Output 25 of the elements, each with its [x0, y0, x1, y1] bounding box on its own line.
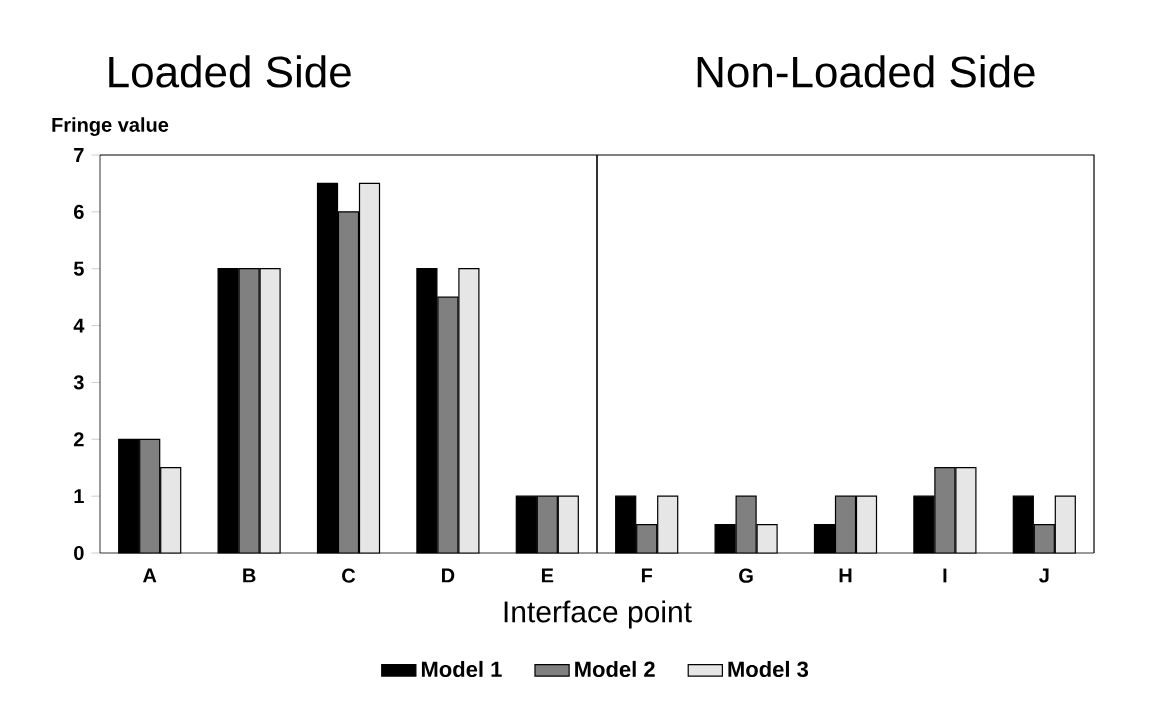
- text: Loaded Side: [109, 55, 351, 88]
- x-tick-label: G: [739, 568, 753, 583]
- y-tick-label: 3: [73, 375, 84, 390]
- x-tick-label: E: [541, 568, 554, 583]
- x-tick-label: J: [1039, 568, 1049, 583]
- x-tick-label: A: [142, 568, 157, 583]
- x-tick-label: F: [641, 568, 653, 583]
- y-tick-label: 4: [73, 318, 85, 333]
- legend-label: Model 1: [421, 660, 502, 678]
- y-axis-title: Fringe value: [52, 117, 169, 136]
- x-tick-label: I: [943, 568, 947, 583]
- x-tick-label: D: [442, 568, 455, 583]
- y-tick-label: 0: [74, 545, 84, 561]
- x-tick-label: B: [243, 568, 256, 583]
- legend-label: Model 3: [728, 660, 809, 678]
- legend-label: Model 2: [575, 660, 655, 678]
- y-tick-label: 6: [74, 204, 84, 219]
- y-tick-label: 1: [74, 489, 84, 504]
- x-tick-label: C: [342, 568, 356, 583]
- y-tick-label: 7: [74, 148, 84, 162]
- x-axis-title: Interface point: [504, 600, 692, 629]
- text: Non-Loaded Side: [697, 55, 1035, 88]
- y-tick-label: 2: [73, 432, 84, 447]
- y-tick-label: 5: [73, 261, 84, 276]
- x-tick-label: H: [839, 568, 852, 583]
